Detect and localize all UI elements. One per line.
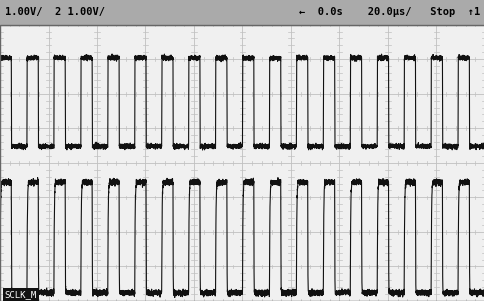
Text: ←  0.0s    20.0μs/   Stop  ↑1: ← 0.0s 20.0μs/ Stop ↑1 [298, 7, 479, 17]
Text: 1.00V/  2 1.00V/: 1.00V/ 2 1.00V/ [5, 7, 105, 17]
Bar [0, 0, 484, 25]
Text: SCLK_M: SCLK_M [5, 290, 37, 299]
